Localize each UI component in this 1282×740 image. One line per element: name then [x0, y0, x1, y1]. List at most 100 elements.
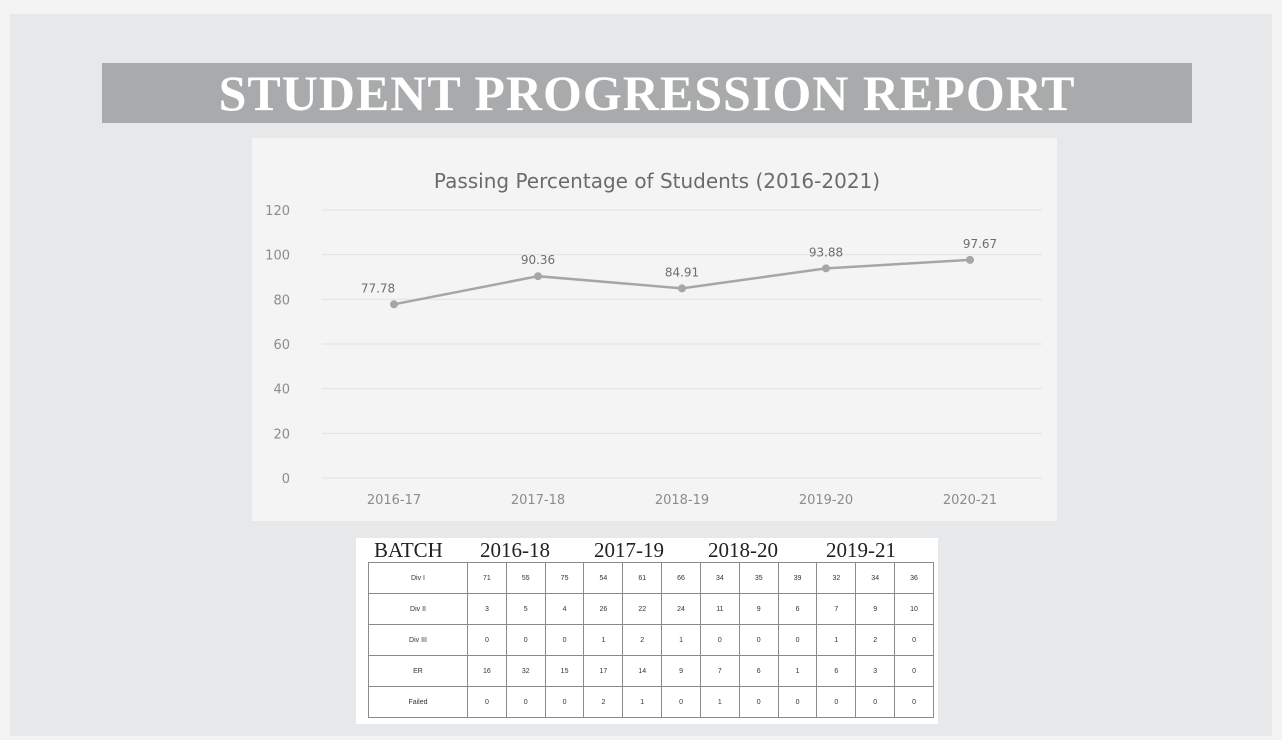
row-label: Div I	[368, 562, 468, 594]
table-cell: 0	[699, 624, 740, 656]
table-cell: 6	[816, 655, 857, 687]
results-grid: Div I 71 55 75 54 61 66 34 35 39 32 34 36 Div II 3 5 4 26…	[368, 562, 934, 718]
y-tick-label: 20	[273, 427, 290, 442]
batch-year-2: 2017-19	[594, 538, 664, 562]
row-label: Failed	[368, 686, 468, 718]
data-label: 93.88	[809, 245, 843, 259]
table-cell: 34	[855, 562, 896, 594]
x-tick-label: 2019-20	[799, 493, 853, 508]
table-cell: 24	[661, 593, 701, 625]
table-cell: 1	[622, 686, 663, 718]
table-cell: 0	[505, 624, 546, 656]
table-row: Failed 0 0 0 2 1 0 1 0 0 0 0 0	[368, 686, 934, 718]
data-label: 97.67	[963, 237, 997, 251]
table-cell: 32	[816, 562, 857, 594]
y-tick-label: 60	[273, 338, 290, 353]
y-tick-label: 120	[265, 204, 290, 219]
table-cell: 61	[622, 562, 663, 594]
table-cell: 26	[583, 593, 624, 625]
batch-year-1: 2016-18	[480, 538, 550, 562]
batch-results-table: BATCH 2016-18 2017-19 2018-20 2019-21 Di…	[356, 538, 938, 724]
table-cell: 66	[661, 562, 701, 594]
table-cell: 11	[699, 593, 740, 625]
x-tick-label: 2020-21	[943, 493, 997, 508]
table-cell: 71	[467, 562, 507, 594]
table-cell: 34	[699, 562, 740, 594]
table-cell: 1	[699, 686, 740, 718]
data-point	[822, 264, 830, 273]
series-layer: 77.78 90.36 84.91 93.88 97.67	[361, 237, 997, 309]
table-cell: 75	[544, 562, 585, 594]
data-label: 77.78	[361, 281, 395, 295]
table-cell: 7	[699, 655, 740, 687]
table-cell: 2	[622, 624, 663, 656]
row-label: Div II	[368, 593, 468, 625]
table-row: ER 16 32 15 17 14 9 7 6 1 6 3 0	[368, 655, 934, 687]
table-cell: 15	[544, 655, 585, 687]
table-cell: 0	[894, 686, 934, 718]
table-cell: 10	[894, 593, 934, 625]
table-cell: 9	[855, 593, 896, 625]
y-tick-label: 80	[273, 293, 290, 308]
passing-percentage-chart: Passing Percentage of Students (2016-202…	[252, 138, 1057, 521]
batch-label: BATCH	[374, 538, 443, 562]
data-point	[390, 300, 398, 309]
table-cell: 16	[467, 655, 507, 687]
table-cell: 3	[467, 593, 507, 625]
data-point	[534, 272, 542, 281]
row-label: ER	[368, 655, 468, 687]
table-cell: 54	[583, 562, 624, 594]
table-cell: 0	[738, 686, 779, 718]
table-cell: 55	[505, 562, 546, 594]
table-cell: 9	[661, 655, 701, 687]
table-cell: 0	[505, 686, 546, 718]
table-row: Div III 0 0 0 1 2 1 0 0 0 1 2 0	[368, 624, 934, 656]
data-label: 90.36	[521, 253, 555, 267]
table-cell: 1	[777, 655, 818, 687]
y-axis-ticks: 0 20 40 60 80 100 120	[265, 204, 290, 487]
table-cell: 14	[622, 655, 663, 687]
x-tick-label: 2016-17	[367, 493, 421, 508]
table-cell: 0	[738, 624, 779, 656]
batch-year-4: 2019-21	[826, 538, 896, 562]
table-cell: 9	[738, 593, 779, 625]
table-cell: 5	[505, 593, 546, 625]
table-cell: 17	[583, 655, 624, 687]
x-tick-label: 2017-18	[511, 493, 565, 508]
table-cell: 0	[661, 686, 701, 718]
table-cell: 6	[738, 655, 779, 687]
y-tick-label: 0	[282, 472, 290, 487]
table-cell: 2	[855, 624, 896, 656]
chart-title: Passing Percentage of Students (2016-202…	[434, 169, 880, 193]
report-title: STUDENT PROGRESSION REPORT	[102, 63, 1192, 123]
table-cell: 0	[467, 686, 507, 718]
x-tick-label: 2018-19	[655, 493, 709, 508]
y-tick-label: 40	[273, 383, 290, 398]
batch-header-row: BATCH 2016-18 2017-19 2018-20 2019-21	[356, 538, 938, 562]
data-label: 84.91	[665, 265, 699, 279]
table-cell: 35	[738, 562, 779, 594]
table-cell: 0	[467, 624, 507, 656]
table-cell: 36	[894, 562, 934, 594]
table-cell: 0	[544, 624, 585, 656]
table-cell: 3	[855, 655, 896, 687]
table-row: Div II 3 5 4 26 22 24 11 9 6 7 9 10	[368, 593, 934, 625]
data-point	[678, 284, 686, 293]
x-axis-ticks: 2016-17 2017-18 2018-19 2019-20 2020-21	[367, 493, 997, 508]
table-cell: 1	[661, 624, 701, 656]
table-cell: 0	[816, 686, 857, 718]
table-cell: 0	[894, 624, 934, 656]
table-cell: 2	[583, 686, 624, 718]
batch-year-3: 2018-20	[708, 538, 778, 562]
row-label: Div III	[368, 624, 468, 656]
table-cell: 4	[544, 593, 585, 625]
table-cell: 1	[583, 624, 624, 656]
table-cell: 0	[855, 686, 896, 718]
table-cell: 0	[777, 686, 818, 718]
table-cell: 7	[816, 593, 857, 625]
table-cell: 0	[894, 655, 934, 687]
table-cell: 0	[544, 686, 585, 718]
table-cell: 0	[777, 624, 818, 656]
table-cell: 39	[777, 562, 818, 594]
table-row: Div I 71 55 75 54 61 66 34 35 39 32 34 36	[368, 562, 934, 594]
